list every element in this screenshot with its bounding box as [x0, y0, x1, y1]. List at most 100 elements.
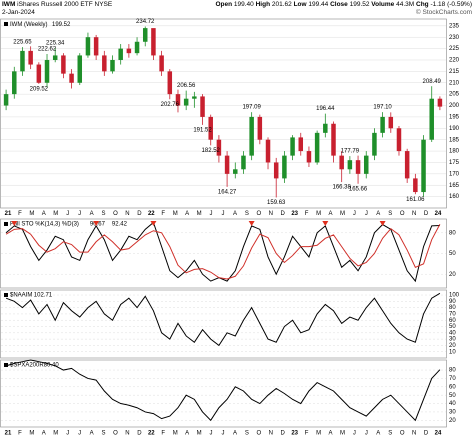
price-annotation: 196.44	[316, 106, 335, 112]
candle-body	[36, 64, 42, 83]
x-tick-label: J	[66, 211, 69, 217]
y-tick-label: 20	[449, 343, 456, 349]
x-tick-label: M	[29, 211, 34, 217]
x-tick-label: S	[388, 431, 392, 437]
candle-body	[44, 59, 50, 83]
y-tick-label: 70	[449, 376, 456, 382]
x-tick-label: S	[388, 211, 392, 217]
y-tick-label: 185	[449, 137, 460, 143]
x-tick-label: J	[365, 431, 368, 437]
candle-body	[421, 139, 426, 193]
y-tick-label: 180	[449, 149, 460, 155]
x-tick-label: M	[53, 211, 58, 217]
x-tick-label: J	[210, 431, 213, 437]
x-tick-label: A	[376, 431, 380, 437]
y-tick-label: 70	[449, 312, 456, 318]
x-tick-label: D	[281, 431, 286, 437]
x-tick-label: 23	[291, 211, 298, 217]
x-tick-label: N	[412, 211, 416, 217]
x-tick-label: M	[316, 211, 321, 217]
candle-body	[126, 48, 132, 54]
x-tick-label: J	[66, 431, 69, 437]
legend-swatch	[4, 293, 8, 297]
y-tick-label: 175	[449, 160, 460, 166]
x-tick-label: O	[400, 211, 405, 217]
x-tick-label: M	[316, 431, 321, 437]
price-annotation: 225.65	[13, 40, 32, 46]
candle-body	[142, 28, 148, 42]
candle-body	[167, 71, 173, 95]
y-tick-label: 50	[449, 251, 456, 257]
price-annotation: 159.63	[267, 200, 286, 206]
x-tick-label: J	[353, 431, 356, 437]
x-tick-label: J	[78, 211, 81, 217]
quote-label: Volume	[371, 1, 395, 8]
candle-body	[208, 116, 213, 140]
candle-body	[216, 139, 222, 156]
series-line	[5, 223, 441, 280]
candle-body	[61, 55, 66, 74]
candle-body	[110, 59, 115, 72]
legend-title: IWM (Weekly)	[10, 22, 48, 28]
y-tick-label: 40	[449, 330, 456, 336]
price-annotation: 161.06	[406, 197, 425, 203]
legend-swatch	[4, 222, 8, 226]
y-tick-label: 80	[449, 230, 456, 236]
x-tick-label: S	[245, 431, 249, 437]
y-tick-label: 40	[449, 401, 456, 407]
y-tick-label: 220	[449, 58, 460, 64]
sell-signal-arrow	[322, 221, 329, 226]
x-tick-label: D	[281, 211, 286, 217]
price-annotation: 165.66	[349, 186, 368, 192]
candle-body	[224, 155, 230, 174]
y-tick-label: 200	[449, 103, 460, 109]
x-tick-label: A	[42, 211, 46, 217]
panel-frame	[0, 359, 447, 428]
x-tick-label: N	[125, 431, 129, 437]
candle-body	[241, 155, 246, 170]
panel-frame	[0, 218, 447, 289]
exchange: NYSE	[94, 1, 113, 8]
x-tick-label: S	[102, 431, 106, 437]
candle-body	[290, 137, 295, 156]
x-tick-label: 24	[435, 431, 442, 437]
y-tick-label: 80	[449, 368, 456, 374]
legend-value: 80.40	[44, 363, 60, 369]
candle-body	[282, 155, 287, 179]
x-tick-label: 21	[5, 211, 12, 217]
x-tick-label: F	[18, 211, 22, 217]
series-line	[5, 292, 441, 347]
y-tick-label: 50	[449, 324, 456, 330]
candle-body	[12, 71, 17, 95]
candle-body	[257, 116, 263, 140]
candle-body	[314, 132, 320, 163]
price-annotation: 225.34	[46, 40, 65, 46]
x-tick-label: O	[113, 211, 118, 217]
quote-label: Open	[215, 1, 233, 8]
quote: Open 199.40 High 201.62 Low 199.44 Close…	[215, 1, 472, 8]
y-tick-label: 10	[449, 349, 456, 355]
x-tick-label: M	[29, 431, 34, 437]
sell-signal-arrow	[248, 221, 255, 226]
candle-body	[175, 94, 181, 106]
y-tick-label: 50	[449, 393, 456, 399]
candle-body	[380, 116, 385, 133]
x-tick-label: M	[53, 431, 58, 437]
quote-label: High	[255, 1, 271, 8]
price-annotation: 182.52	[202, 148, 221, 154]
x-tick-label: A	[42, 431, 46, 437]
x-tick-label: J	[222, 431, 225, 437]
x-tick-label: N	[412, 431, 416, 437]
y-tick-label: 80	[449, 305, 456, 311]
legend-value: 199.52	[52, 22, 71, 28]
sell-signal-arrow	[93, 221, 100, 226]
panel-title: $SPXA200R	[10, 363, 44, 369]
x-tick-label: J	[78, 431, 81, 437]
sell-signal-arrow	[379, 221, 386, 226]
price-annotation: 191.52	[193, 127, 212, 133]
price-annotation: 164.27	[218, 189, 237, 195]
x-tick-label: M	[173, 431, 178, 437]
x-tick-label: S	[245, 211, 249, 217]
x-tick-label: D	[137, 431, 142, 437]
price-annotation: 234.72	[136, 19, 155, 25]
